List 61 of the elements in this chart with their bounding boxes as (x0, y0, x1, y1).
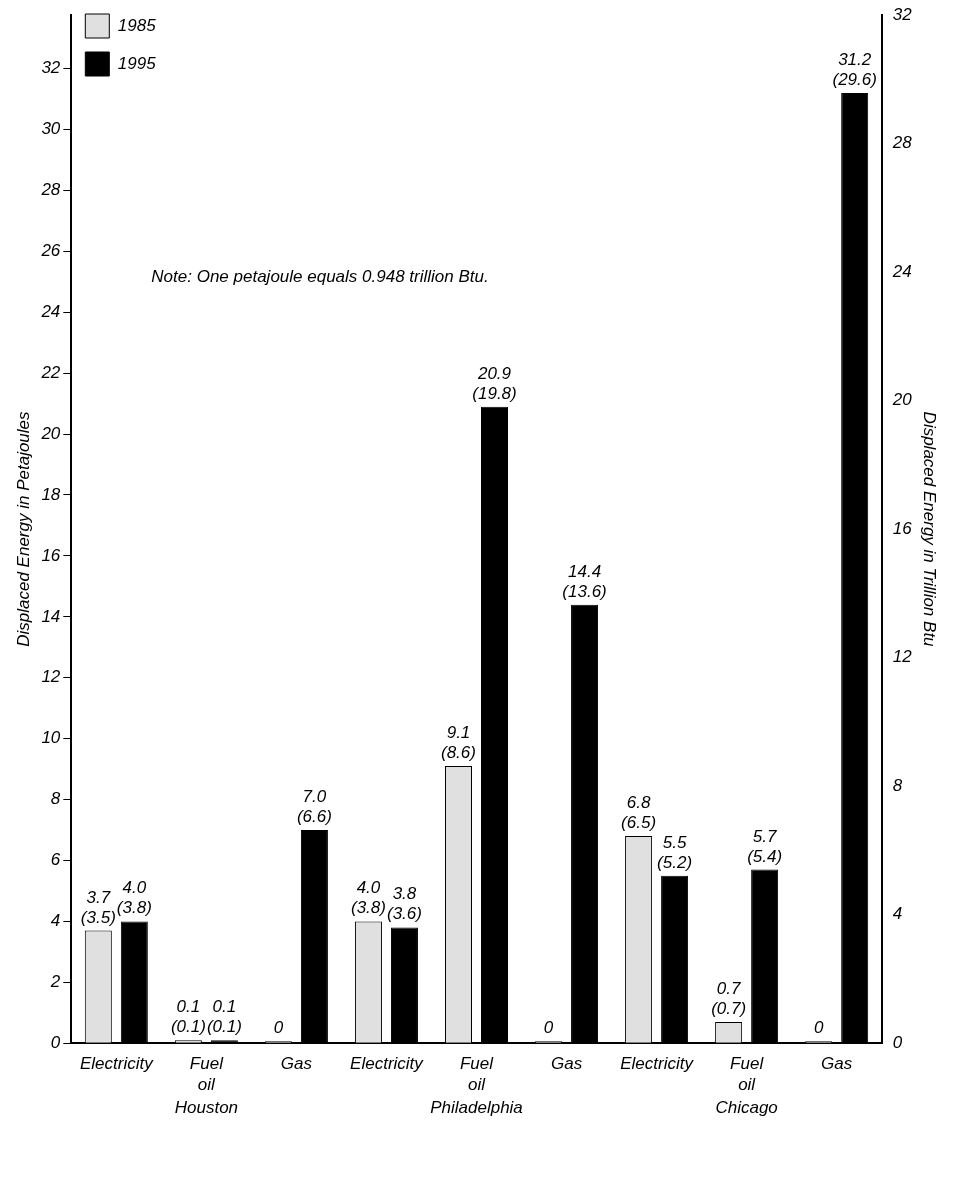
text: Philadelphia (430, 1098, 523, 1118)
y-tick-label: 22 (40, 362, 61, 382)
y2-tick-label: 8 (892, 775, 903, 795)
data-label: 7.0 (6.6) (296, 787, 332, 827)
data-label: 3.8 (3.6) (386, 884, 422, 924)
y-tick-label: 10 (41, 728, 61, 748)
data-label: 31.2 (29.6) (832, 49, 877, 89)
data-label: 4.0 (3.8) (116, 878, 152, 918)
annotation: Note: One petajoule equals 0.948 trillion Btu. (151, 266, 489, 286)
legend-label: 1995 (117, 53, 157, 73)
y-tick-label: 30 (41, 119, 61, 139)
y-tick-label: 8 (50, 789, 61, 809)
y2-tick-label: 0 (892, 1032, 903, 1052)
data-label: 0 (813, 1018, 824, 1038)
legend-label: 1985 (117, 15, 157, 35)
data-label: 3.7 (3.5) (80, 887, 116, 927)
data-label: 6.8 (6.5) (621, 793, 657, 833)
y-tick-label: 24 (40, 301, 61, 321)
x-tick-label: Fuel oil (459, 1054, 495, 1094)
x-tick-label: Electricity (620, 1054, 695, 1074)
x-tick-label: Electricity (79, 1054, 155, 1074)
data-label: 14.4 (13.6) (562, 561, 607, 601)
x-tick-label: Gas (280, 1054, 313, 1074)
y-axis-title: Displaced Energy in Petajoules (13, 410, 33, 647)
y-tick-label: 2 (49, 972, 61, 992)
y-tick-label: 20 (40, 423, 61, 443)
y-tick-label: 0 (50, 1032, 61, 1052)
y2-tick-label: 24 (891, 261, 912, 281)
data-label: 0.1 (0.1) (206, 997, 242, 1037)
x-tick-label: Gas (821, 1054, 853, 1074)
y2-tick-label: 12 (892, 647, 913, 667)
x-tick-label: Gas (550, 1054, 583, 1074)
text: Chicago (715, 1098, 778, 1118)
y2-tick-label: 4 (892, 904, 903, 924)
data-label: 5.5 (5.2) (657, 832, 693, 872)
data-label: 0 (273, 1018, 284, 1038)
y2-tick-label: 16 (892, 518, 913, 538)
y-tick-label: 18 (41, 484, 61, 504)
data-label: 20.9 (19.8) (472, 363, 517, 403)
x-tick-label: Fuel oil (189, 1054, 225, 1094)
data-label: 5.7 (5.4) (747, 826, 783, 866)
y-tick-label: 26 (40, 241, 61, 261)
data-label: 0.7 (0.7) (711, 978, 747, 1018)
y2-axis-title: Displaced Energy in Trillion Btu (920, 411, 940, 648)
y2-tick-label: 28 (891, 133, 913, 153)
x-tick-label: Electricity (350, 1054, 425, 1074)
y2-tick-label: 32 (892, 4, 913, 24)
y-tick-label: 28 (40, 180, 61, 200)
data-label: 4.0 (3.8) (350, 878, 386, 918)
y2-tick-label: 20 (891, 390, 913, 410)
y-tick-label: 12 (41, 667, 61, 687)
text: Houston (174, 1098, 239, 1118)
y-tick-label: 32 (41, 58, 61, 78)
y-tick-label: 16 (41, 545, 61, 565)
y-tick-label: 4 (50, 911, 61, 931)
data-label: 0.1 (0.1) (170, 997, 206, 1037)
data-label: 0 (543, 1018, 554, 1038)
data-label: 9.1 (8.6) (441, 723, 476, 763)
y-tick-label: 6 (50, 850, 61, 870)
x-tick-label: Fuel oil (730, 1054, 765, 1094)
y-tick-label: 14 (41, 606, 61, 626)
